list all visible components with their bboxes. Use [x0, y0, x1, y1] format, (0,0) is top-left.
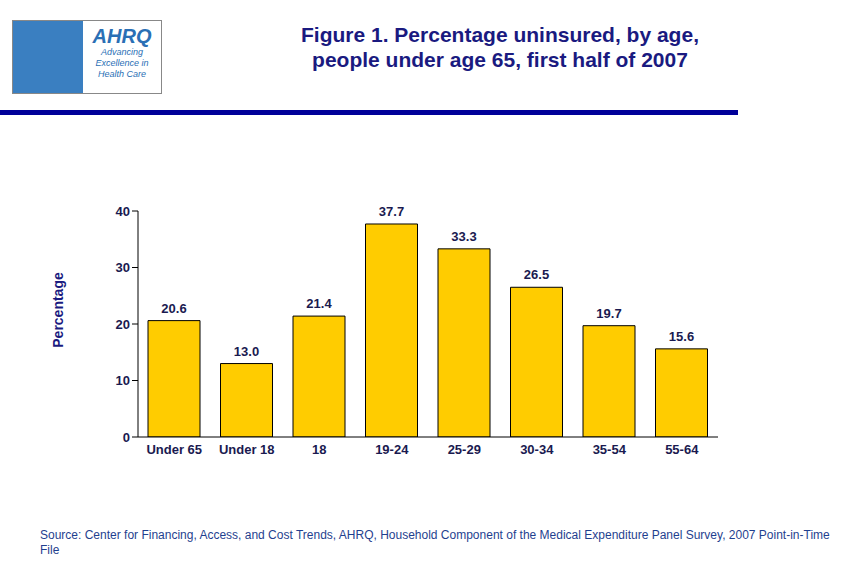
svg-text:20.6: 20.6 — [161, 301, 186, 316]
svg-text:Under 65: Under 65 — [146, 442, 202, 457]
html-text:Source: Center for Financing,: Source: Center for Financing, Access, an… — [40, 528, 830, 557]
svg-text:13.0: 13.0 — [234, 344, 259, 359]
svg-text:0: 0 — [123, 430, 130, 445]
svg-text:30: 30 — [116, 260, 130, 275]
svg-text:26.5: 26.5 — [524, 267, 549, 282]
svg-text:10: 10 — [116, 373, 130, 388]
html-text:Percentage: Percentage — [50, 272, 66, 348]
html-text:people under age 65, first hal: people under age 65, first half of 2007 — [312, 48, 688, 71]
svg-text:40: 40 — [116, 204, 130, 219]
html-text:Advancing Excellence in Health: Advancing Excellence in Health Care — [95, 47, 149, 79]
html-text:Figure 1. Percentage uninsured: Figure 1. Percentage uninsured, by age, — [301, 23, 699, 46]
svg-text:25-29: 25-29 — [448, 442, 481, 457]
html-text:AHRQ: AHRQ — [92, 25, 152, 47]
svg-text:19.7: 19.7 — [596, 306, 621, 321]
svg-text:Under 18: Under 18 — [219, 442, 275, 457]
svg-text:18: 18 — [312, 442, 326, 457]
svg-text:19-24: 19-24 — [375, 442, 409, 457]
svg-text:30-34: 30-34 — [520, 442, 554, 457]
svg-text:35-54: 35-54 — [593, 442, 627, 457]
svg-text:15.6: 15.6 — [669, 329, 694, 344]
svg-text:21.4: 21.4 — [306, 296, 332, 311]
svg-text:37.7: 37.7 — [379, 204, 404, 219]
svg-text:33.3: 33.3 — [451, 229, 476, 244]
svg-text:55-64: 55-64 — [665, 442, 699, 457]
svg-text:20: 20 — [116, 317, 130, 332]
